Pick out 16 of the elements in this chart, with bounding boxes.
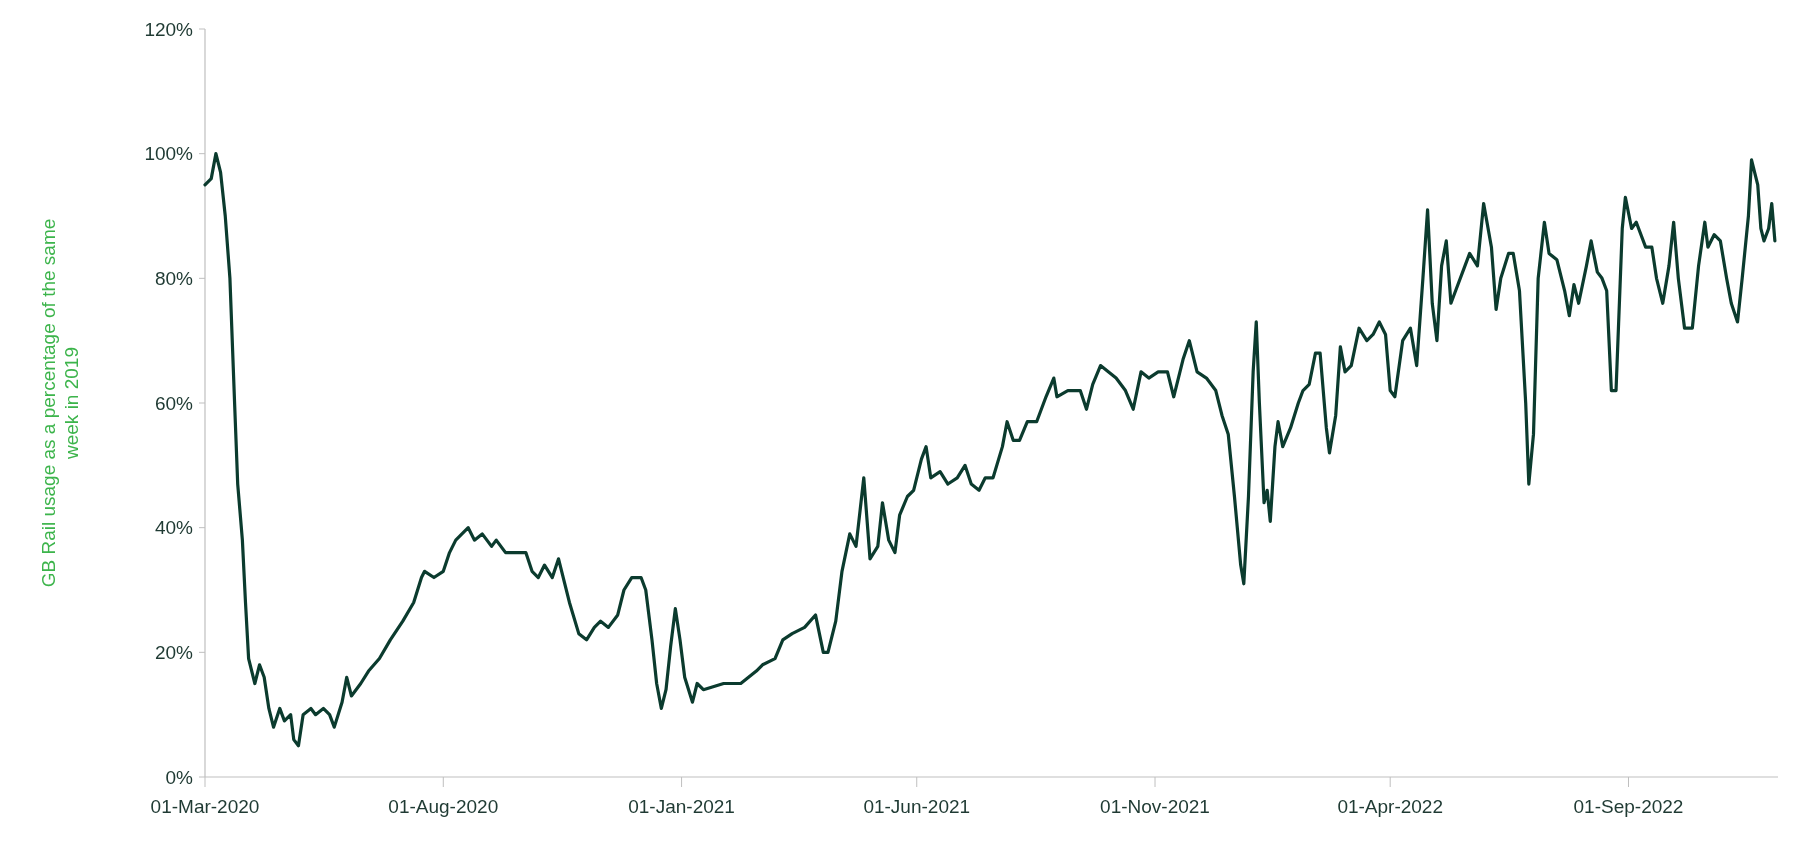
y-tick-label: 40%	[154, 517, 194, 539]
x-tick-label: 01-Mar-2020	[150, 796, 260, 817]
line-series	[203, 152, 1777, 748]
x-tick-label: 01-Jun-2021	[863, 796, 971, 817]
y-tick-label: 100%	[144, 143, 194, 165]
y-tick-label: 80%	[154, 267, 194, 289]
x-tick-label: 01-Aug-2020	[388, 796, 499, 817]
x-tick-label: 01-Nov-2021	[1100, 796, 1210, 817]
y-tick-label: 60%	[154, 392, 194, 414]
y-tick-label: 0%	[165, 766, 194, 788]
x-tick-label: 01-Sep-2022	[1573, 796, 1684, 817]
y-tick-label: 120%	[144, 18, 194, 40]
x-tick-label: 01-Apr-2022	[1337, 796, 1444, 817]
y-tick-label: 20%	[154, 641, 194, 663]
y-axis-title: GB Rail usage as a percentage of the same week in 2019	[38, 218, 82, 588]
x-tick-label: 01-Jan-2021	[628, 796, 735, 817]
